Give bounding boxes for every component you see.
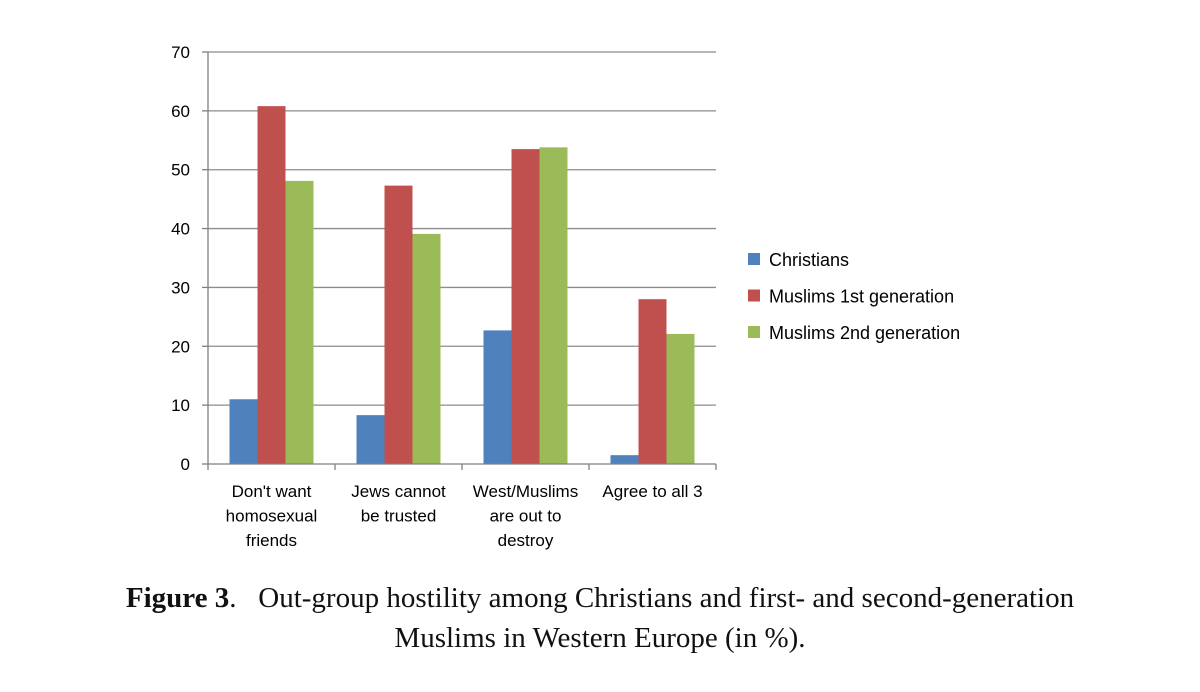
bar-muslims-2nd-generation xyxy=(285,180,314,464)
category-label: are out to xyxy=(490,507,562,526)
axes xyxy=(202,51,717,470)
bar-muslims-1st-generation xyxy=(257,106,286,465)
legend: Christians Muslims 1st generation Muslims … xyxy=(748,250,960,343)
y-tick-label: 60 xyxy=(171,102,190,121)
legend-swatch xyxy=(748,253,760,265)
category-label: West/Muslims xyxy=(473,482,578,501)
category-labels: Don't want homosexual friends Jews cannot be… xyxy=(226,482,703,550)
y-tick-label: 20 xyxy=(171,337,190,356)
figure-label: Figure 3 xyxy=(125,582,230,614)
y-tick-label: 0 xyxy=(181,455,190,474)
legend-swatch xyxy=(748,326,760,338)
category-label: be trusted xyxy=(361,507,437,526)
category-label: destroy xyxy=(498,531,554,550)
bar-christians xyxy=(356,415,385,464)
bar-christians xyxy=(229,399,258,464)
figure-caption: Figure 3. Out-group hostility among Chri… xyxy=(0,578,1200,658)
bar-muslims-2nd-generation xyxy=(412,233,441,464)
legend-label: Muslims 2nd generation xyxy=(769,323,960,343)
bar-chart: 0 10 20 30 40 50 60 70 Don't want homosexual frie… xyxy=(171,43,960,550)
bar-muslims-1st-generation xyxy=(384,185,413,464)
y-tick-label: 70 xyxy=(171,43,190,62)
caption-separator: . xyxy=(229,582,237,614)
bar-muslims-2nd-generation xyxy=(666,333,695,464)
y-tick-label: 50 xyxy=(171,161,190,180)
category-label: Jews cannot xyxy=(351,482,446,501)
y-tick-labels: 0 10 20 30 40 50 60 70 xyxy=(171,43,190,474)
caption-line-2: Muslims in Western Europe (in %). xyxy=(394,622,806,654)
category-label: friends xyxy=(246,531,297,550)
category-label: Agree to all 3 xyxy=(602,482,702,501)
y-tick-label: 40 xyxy=(171,220,190,239)
bar-muslims-2nd-generation xyxy=(539,147,568,464)
bar-christians xyxy=(610,455,639,464)
category-label: homosexual xyxy=(226,507,318,526)
caption-line-1: Figure 3. Out-group hostility among Chri… xyxy=(0,578,1200,618)
bar-christians xyxy=(483,330,512,464)
legend-label: Muslims 1st generation xyxy=(769,287,954,307)
y-tick-label: 10 xyxy=(171,396,190,415)
bars xyxy=(229,106,695,465)
bar-muslims-1st-generation xyxy=(638,299,667,464)
caption-text-1: Out-group hostility among Christians and… xyxy=(258,582,1075,614)
legend-swatch xyxy=(748,289,760,302)
y-tick-label: 30 xyxy=(171,278,190,297)
legend-label: Christians xyxy=(769,250,849,270)
bar-muslims-1st-generation xyxy=(511,149,540,464)
category-label: Don't want xyxy=(232,482,312,501)
